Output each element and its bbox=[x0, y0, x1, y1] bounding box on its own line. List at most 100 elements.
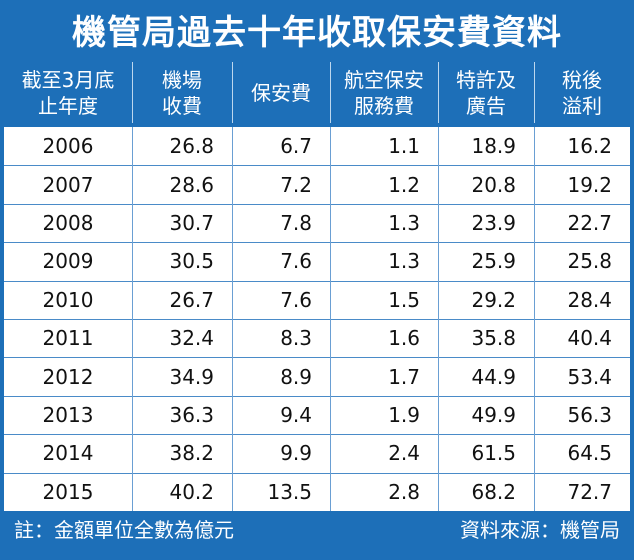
value-cell: 1.5 bbox=[388, 287, 420, 312]
column-divider bbox=[534, 127, 535, 511]
value-cell: 6.7 bbox=[280, 134, 312, 159]
table-row: 2012 34.9 8.9 1.7 44.9 53.4 bbox=[4, 357, 630, 395]
row-divider bbox=[4, 203, 630, 205]
year-cell: 2015 bbox=[42, 479, 94, 504]
year-cell: 2010 bbox=[42, 287, 94, 312]
column-header-2: 保安費 bbox=[251, 80, 311, 105]
value-cell: 53.4 bbox=[567, 364, 612, 389]
value-cell: 32.4 bbox=[169, 326, 214, 351]
value-cell: 1.9 bbox=[388, 402, 420, 427]
header-separator bbox=[330, 62, 331, 123]
year-cell: 2009 bbox=[42, 249, 94, 274]
value-cell: 16.2 bbox=[567, 134, 612, 159]
value-cell: 2.8 bbox=[388, 479, 420, 504]
value-cell: 49.9 bbox=[471, 402, 516, 427]
value-cell: 1.2 bbox=[388, 172, 420, 197]
column-header-3: 航空保安 服務費 bbox=[344, 67, 424, 118]
table-row: 2015 40.2 13.5 2.8 68.2 72.7 bbox=[4, 473, 630, 511]
row-divider bbox=[4, 165, 630, 167]
table-row: 2006 26.8 6.7 1.1 18.9 16.2 bbox=[4, 127, 630, 165]
year-cell: 2011 bbox=[42, 326, 94, 351]
value-cell: 1.7 bbox=[388, 364, 420, 389]
header-separator bbox=[132, 62, 133, 123]
value-cell: 13.5 bbox=[267, 479, 312, 504]
value-cell: 9.9 bbox=[280, 441, 312, 466]
value-cell: 26.8 bbox=[169, 134, 214, 159]
value-cell: 28.4 bbox=[567, 287, 612, 312]
value-cell: 25.9 bbox=[471, 249, 516, 274]
value-cell: 26.7 bbox=[169, 287, 214, 312]
value-cell: 56.3 bbox=[567, 402, 612, 427]
value-cell: 18.9 bbox=[471, 134, 516, 159]
value-cell: 1.3 bbox=[388, 249, 420, 274]
table-row: 2010 26.7 7.6 1.5 29.2 28.4 bbox=[4, 281, 630, 319]
value-cell: 7.8 bbox=[280, 210, 312, 235]
row-divider bbox=[4, 280, 630, 282]
column-header-1: 機場 收費 bbox=[162, 67, 202, 118]
value-cell: 7.2 bbox=[280, 172, 312, 197]
row-divider bbox=[4, 242, 630, 244]
value-cell: 64.5 bbox=[567, 441, 612, 466]
value-cell: 8.9 bbox=[280, 364, 312, 389]
value-cell: 30.7 bbox=[169, 210, 214, 235]
value-cell: 9.4 bbox=[280, 402, 312, 427]
value-cell: 28.6 bbox=[169, 172, 214, 197]
value-cell: 29.2 bbox=[471, 287, 516, 312]
row-divider bbox=[4, 434, 630, 436]
value-cell: 34.9 bbox=[169, 364, 214, 389]
row-divider bbox=[4, 319, 630, 320]
value-cell: 44.9 bbox=[471, 364, 516, 389]
column-divider bbox=[232, 127, 233, 511]
chart-footer: 註：金額單位全數為億元 資料來源：機管局 bbox=[0, 511, 634, 560]
value-cell: 61.5 bbox=[471, 441, 516, 466]
column-divider bbox=[438, 127, 439, 511]
year-cell: 2008 bbox=[42, 210, 94, 235]
value-cell: 23.9 bbox=[471, 210, 516, 235]
chart-title: 機管局過去十年收取保安費資料 bbox=[72, 12, 562, 53]
column-header-0: 截至3月底 止年度 bbox=[21, 67, 115, 118]
value-cell: 35.8 bbox=[471, 326, 516, 351]
value-cell: 25.8 bbox=[567, 249, 612, 274]
value-cell: 38.2 bbox=[169, 441, 214, 466]
row-divider bbox=[4, 357, 630, 359]
row-divider bbox=[4, 395, 630, 397]
value-cell: 8.3 bbox=[280, 326, 312, 351]
table-header: 截至3月底 止年度 機場 收費 保安費 航空保安 服務費 特許及 廣告 稅後 溢利 bbox=[4, 58, 630, 127]
table-row: 2009 30.5 7.6 1.3 25.9 25.8 bbox=[4, 242, 630, 280]
column-divider bbox=[330, 127, 331, 511]
header-separator bbox=[534, 62, 535, 123]
value-cell: 7.6 bbox=[280, 287, 312, 312]
year-cell: 2014 bbox=[42, 441, 94, 466]
year-cell: 2007 bbox=[42, 172, 94, 197]
column-header-5: 稅後 溢利 bbox=[562, 67, 602, 118]
table-row: 2014 38.2 9.9 2.4 61.5 64.5 bbox=[4, 434, 630, 472]
year-cell: 2012 bbox=[42, 364, 94, 389]
header-separator bbox=[438, 62, 439, 123]
value-cell: 68.2 bbox=[471, 479, 516, 504]
value-cell: 72.7 bbox=[567, 479, 612, 504]
header-separator bbox=[232, 62, 233, 123]
column-divider bbox=[132, 127, 133, 511]
table-row: 2011 32.4 8.3 1.6 35.8 40.4 bbox=[4, 319, 630, 357]
value-cell: 40.4 bbox=[567, 326, 612, 351]
units-note: 註：金額單位全數為億元 bbox=[14, 517, 234, 542]
value-cell: 19.2 bbox=[567, 172, 612, 197]
value-cell: 7.6 bbox=[280, 249, 312, 274]
table-row: 2007 28.6 7.2 1.2 20.8 19.2 bbox=[4, 165, 630, 203]
value-cell: 40.2 bbox=[169, 479, 214, 504]
value-cell: 22.7 bbox=[567, 210, 612, 235]
value-cell: 1.1 bbox=[388, 134, 420, 159]
value-cell: 36.3 bbox=[169, 402, 214, 427]
value-cell: 1.3 bbox=[388, 210, 420, 235]
value-cell: 2.4 bbox=[388, 441, 420, 466]
value-cell: 30.5 bbox=[169, 249, 214, 274]
year-cell: 2013 bbox=[42, 402, 94, 427]
value-cell: 20.8 bbox=[471, 172, 516, 197]
column-header-4: 特許及 廣告 bbox=[456, 67, 516, 118]
value-cell: 1.6 bbox=[388, 326, 420, 351]
row-divider bbox=[4, 472, 630, 474]
year-cell: 2006 bbox=[42, 134, 94, 159]
data-table: 2006 26.8 6.7 1.1 18.9 16.2 2007 28.6 7.2 1.2 20.8… bbox=[4, 127, 630, 511]
table-row: 2013 36.3 9.4 1.9 49.9 56.3 bbox=[4, 396, 630, 434]
